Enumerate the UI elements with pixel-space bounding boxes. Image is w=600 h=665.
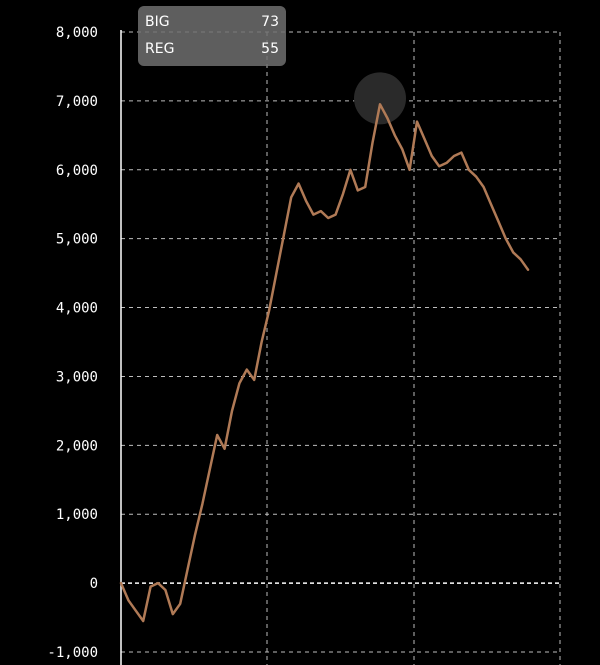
legend-label-reg: REG [145, 41, 175, 57]
legend-row-big: BIG 73 [145, 9, 279, 36]
series-line [119, 103, 530, 623]
hover-highlight [354, 72, 406, 125]
legend-label-big: BIG [145, 14, 170, 30]
y-tick-label: 1,000 [56, 507, 98, 523]
y-tick-label: -1,000 [47, 645, 98, 661]
y-tick-label: 4,000 [56, 301, 98, 317]
y-tick-label: 3,000 [56, 369, 98, 385]
y-tick-label: 5,000 [56, 232, 98, 248]
y-tick-label: 0 [90, 576, 98, 592]
legend-value-reg: 55 [261, 41, 279, 57]
axes [120, 30, 560, 665]
legend-row-reg: REG 55 [145, 36, 279, 63]
legend-tooltip: BIG 73 REG 55 [138, 6, 286, 66]
legend-value-big: 73 [261, 14, 279, 30]
y-tick-label: 6,000 [56, 163, 98, 179]
y-tick-label: 8,000 [56, 25, 98, 41]
y-tick-labels: 8,000 7,000 6,000 5,000 4,000 3,000 2,000 1,000… [47, 25, 98, 661]
y-tick-label: 2,000 [56, 438, 98, 454]
series-layer [119, 72, 530, 623]
y-tick-label: 7,000 [56, 94, 98, 110]
